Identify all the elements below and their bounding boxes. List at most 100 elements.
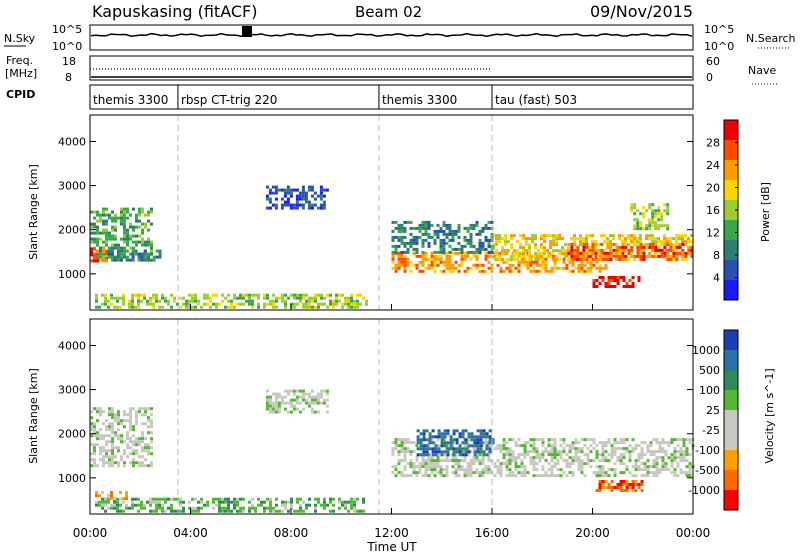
range-gate-cell [505,447,509,451]
range-gate-cell [96,434,99,438]
range-gate-cell [558,252,561,256]
range-gate-cell [406,441,410,445]
range-gate-cell [463,456,467,460]
range-gate-cell [111,246,114,250]
range-gate-cell [484,226,488,230]
range-gate-cell [567,258,570,262]
range-gate-cell [200,305,203,309]
range-gate-cell [125,497,128,501]
range-gate-cell [391,471,395,475]
range-gate-cell [281,296,284,300]
range-gate-cell [553,260,557,264]
range-gate-cell [669,240,672,244]
range-gate-cell [621,245,625,249]
range-gate-cell [571,474,575,478]
range-gate-cell [122,497,125,501]
range-gate-cell [607,282,611,285]
range-gate-cell [464,441,468,445]
range-gate-cell [98,494,101,498]
range-gate-cell [427,453,431,457]
range-gate-cell [415,465,419,469]
range-gate-cell [479,444,483,448]
range-gate-cell [592,447,596,451]
range-gate-cell [322,194,326,198]
range-gate-cell [613,450,617,454]
range-gate-cell [141,210,144,214]
range-gate-cell [628,444,632,448]
range-gate-cell [549,255,552,259]
range-gate-cell [607,453,611,457]
range-gate-cell [403,226,407,230]
range-gate-cell [457,474,461,478]
range-gate-cell [257,296,260,300]
range-gate-cell [439,254,443,258]
range-gate-cell [463,238,467,242]
range-gate-cell [93,256,96,260]
range-gate-cell [652,471,656,475]
range-gate-cell [409,232,413,236]
range-gate-cell [649,441,653,445]
range-gate-cell [654,224,658,228]
range-gate-cell [283,401,287,405]
range-gate-cell [522,258,525,262]
range-gate-cell [248,296,251,300]
range-gate-cell [580,462,584,466]
range-gate-cell [648,218,652,222]
range-gate-cell [230,500,233,504]
range-gate-cell [310,407,314,411]
range-gate-cell [108,428,111,432]
range-gate-cell [648,206,652,210]
range-gate-cell [454,462,458,466]
range-gate-cell [685,447,689,451]
range-gate-cell [496,465,500,469]
range-gate-cell [415,263,419,267]
range-gate-cell [546,234,549,238]
range-gate-cell [430,456,434,460]
range-gate-cell [90,425,93,429]
range-gate-cell [594,242,598,246]
range-gate-cell [507,258,510,262]
range-gate-cell [96,443,99,447]
range-gate-cell [126,243,129,247]
range-gate-cell [478,229,482,233]
range-gate-cell [547,453,551,457]
range-gate-cell [510,246,513,250]
cpid-segment-label: themis 3300 [382,93,457,107]
range-gate-cell [625,447,629,451]
range-gate-cell [138,437,141,441]
range-gate-cell [541,474,545,478]
range-gate-cell [645,209,649,213]
range-gate-cell [550,456,554,460]
range-gate-cell [469,223,473,227]
range-gate-cell [274,206,278,210]
range-gate-cell [682,459,686,463]
range-gate-cell [116,299,119,303]
range-gate-cell [492,255,495,259]
range-gate-cell [224,506,227,510]
range-gate-cell [275,497,278,501]
range-gate-cell [661,447,665,451]
range-gate-cell [427,468,431,472]
range-gate-cell [493,447,497,451]
range-gate-cell [543,246,546,250]
range-gate-cell [123,246,126,250]
range-gate-cell [434,435,438,439]
range-gate-cell [448,459,452,463]
range-gate-cell [618,257,622,261]
range-gate-cell [555,234,558,238]
range-gate-cell [606,251,610,255]
range-gate-cell [93,425,96,429]
range-gate-cell [625,438,629,442]
range-gate-cell [129,407,132,411]
range-gate-cell [487,241,491,245]
range-gate-cell [630,203,634,207]
range-gate-cell [123,219,126,223]
range-gate-cell [484,223,488,227]
range-gate-cell [344,296,347,300]
range-gate-cell [663,209,667,213]
range-gate-cell [96,243,99,247]
range-gate-cell [110,249,114,253]
range-gate-cell [446,429,450,433]
range-gate-cell [292,206,296,210]
range-gate-cell [454,459,458,463]
